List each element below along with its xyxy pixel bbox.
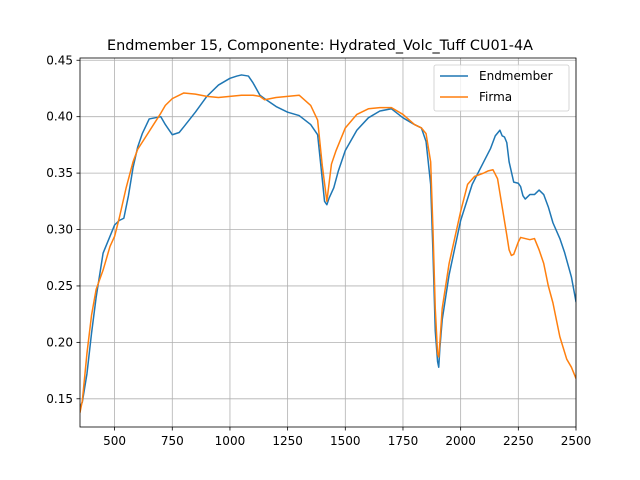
x-axis: 500 750 1000 1250 1500 1750 2000 2250 2500 <box>103 427 591 448</box>
plot-frame <box>79 57 577 428</box>
series-layer <box>80 74 576 414</box>
x-tick-label: 1500 <box>330 434 361 448</box>
x-tick-label: 500 <box>103 434 126 448</box>
y-tick-label: 0.40 <box>46 110 73 124</box>
y-tick-label: 0.35 <box>46 166 73 180</box>
y-tick-label: 0.30 <box>46 223 73 237</box>
x-tick-label: 2250 <box>503 434 534 448</box>
legend-label: Endmember <box>479 69 553 83</box>
y-tick-label: 0.45 <box>46 53 73 67</box>
series-line-endmember <box>80 74 576 408</box>
x-tick-label: 2000 <box>445 434 476 448</box>
x-tick-label: 1750 <box>388 434 419 448</box>
y-tick-label: 0.25 <box>46 279 73 293</box>
y-axis: 0.15 0.20 0.25 0.30 0.35 0.40 0.45 <box>46 53 80 406</box>
legend: Endmember Firma <box>433 64 570 112</box>
series-line-firma <box>80 92 576 414</box>
x-tick-label: 1250 <box>272 434 303 448</box>
x-tick-label: 2500 <box>561 434 592 448</box>
x-tick-label: 1000 <box>215 434 246 448</box>
legend-label: Firma <box>479 90 512 104</box>
y-tick-label: 0.20 <box>46 335 73 349</box>
y-tick-label: 0.15 <box>46 392 73 406</box>
x-tick-label: 750 <box>161 434 184 448</box>
chart-title: Endmember 15, Componente: Hydrated_Volc_… <box>107 38 533 54</box>
